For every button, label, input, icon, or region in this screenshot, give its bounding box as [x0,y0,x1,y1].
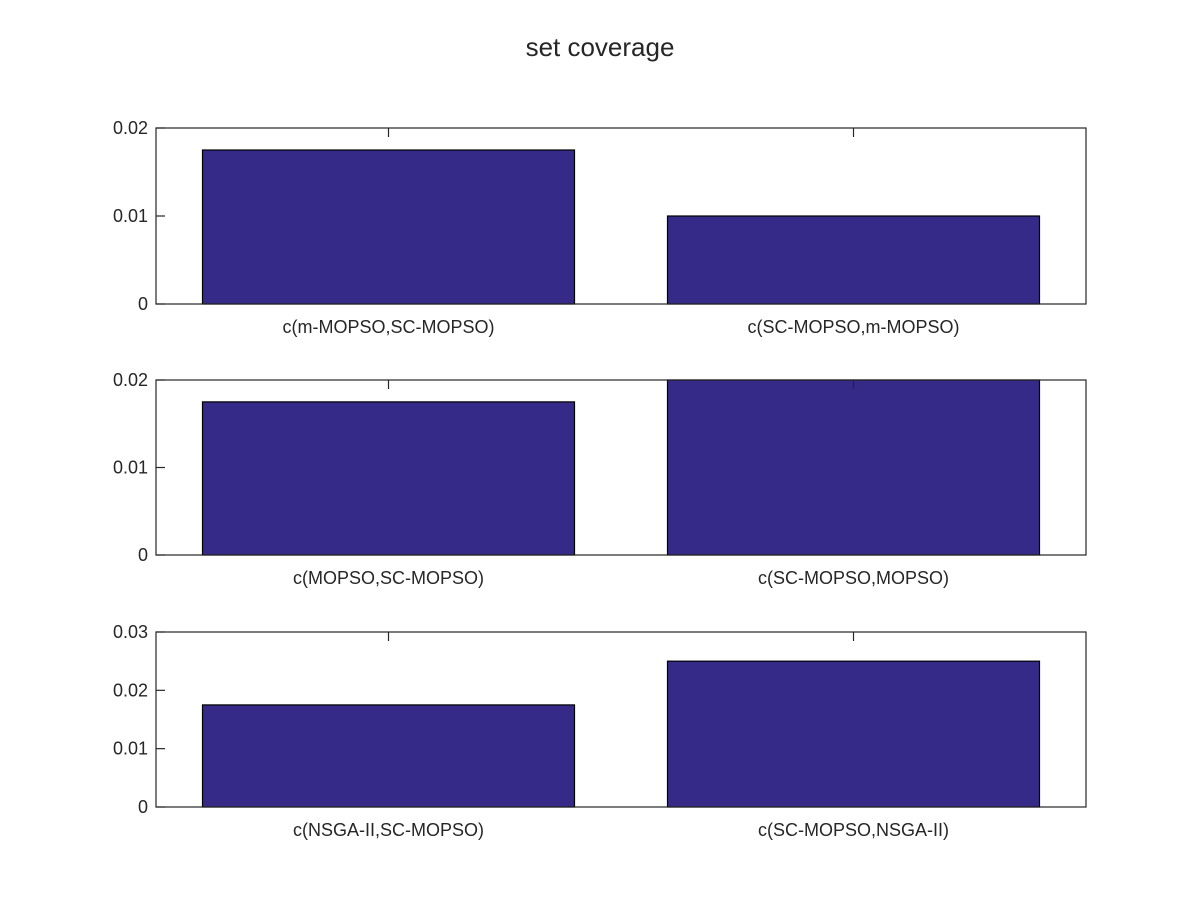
figure-title: set coverage [526,32,675,62]
y-tick-label: 0 [138,294,148,314]
y-tick-label: 0.02 [113,118,148,138]
bar [201,149,576,305]
bar [666,660,1041,808]
bar [666,215,1041,305]
subplot-2: 0 0.01 0.02 c(MOPSO,SC-MOPSO) c(SC-MOPSO,MOP… [113,370,1087,588]
axes-frame [155,631,1087,808]
subplot-1: 0 0.01 0.02 c(m-MOPSO,SC-MOPSO) c(SC-MOPSO,m… [113,118,1087,337]
x-tick-label: c(SC-MOPSO,MOPSO) [758,568,949,588]
bar [666,379,1041,556]
y-tick-label: 0.01 [113,206,148,226]
subplots-group: 0 0.01 0.02 c(m-MOPSO,SC-MOPSO) c(SC-MOPSO,m… [113,118,1087,840]
x-tick-label: c(MOPSO,SC-MOPSO) [293,568,484,588]
bar [201,401,576,556]
x-tick-label: c(SC-MOPSO,m-MOPSO) [748,317,960,337]
y-tick-label: 0.02 [113,680,148,700]
x-tick-label: c(NSGA-II,SC-MOPSO) [293,820,484,840]
y-tick-label: 0.03 [113,622,148,642]
subplot-3: 0 0.01 0.02 0.03 c(NSGA-II,SC-MOPSO) c(SC-MOP… [113,622,1087,840]
x-tick-label: c(m-MOPSO,SC-MOPSO) [283,317,495,337]
y-tick-label: 0 [138,545,148,565]
bar [201,704,576,808]
y-tick-label: 0 [138,797,148,817]
x-tick-label: c(SC-MOPSO,NSGA-II) [758,820,949,840]
y-tick-label: 0.01 [113,458,148,478]
y-tick-label: 0.01 [113,739,148,759]
y-tick-label: 0.02 [113,370,148,390]
